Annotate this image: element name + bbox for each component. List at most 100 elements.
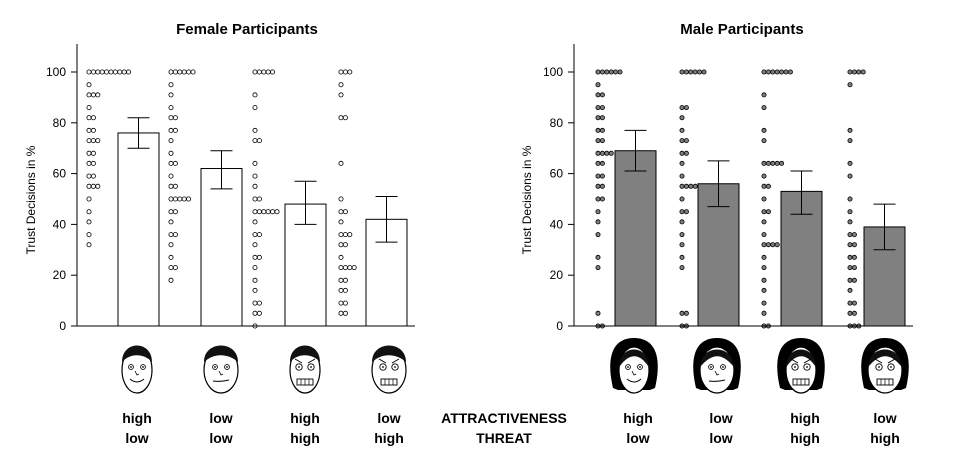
data-point [595, 82, 601, 88]
data-point [847, 254, 853, 260]
data-point [172, 265, 178, 271]
data-point [595, 310, 601, 316]
data-point [679, 196, 685, 202]
y-axis-label: Trust Decisions in % [24, 145, 38, 254]
pupil-icon [878, 366, 880, 368]
threat-level-label: high [374, 430, 404, 446]
data-point [270, 69, 276, 75]
data-point [338, 196, 344, 202]
hair-icon [290, 345, 320, 362]
data-point [86, 138, 92, 144]
data-point [688, 183, 694, 189]
y-axis-label: Trust Decisions in % [520, 145, 534, 254]
bangs-icon [700, 349, 734, 366]
y-tick-label: 100 [543, 65, 563, 79]
data-point [683, 105, 689, 111]
mouth-icon [212, 379, 230, 382]
data-point [613, 69, 619, 75]
data-point [338, 310, 344, 316]
y-tick-label: 60 [53, 167, 67, 181]
data-point [679, 150, 685, 156]
data-point [252, 69, 258, 75]
data-point [338, 160, 344, 166]
data-point [692, 183, 698, 189]
bangs-icon [619, 349, 649, 366]
pupil-icon [382, 366, 384, 368]
data-point [847, 219, 853, 225]
data-point [342, 310, 348, 316]
data-point [761, 232, 767, 238]
attractiveness-level-label: high [290, 410, 320, 426]
data-point [595, 115, 601, 121]
data-point [181, 69, 187, 75]
data-point [599, 173, 605, 179]
data-point [856, 69, 862, 75]
stimulus-face-icon [121, 345, 153, 394]
data-point [252, 219, 258, 225]
data-point [851, 310, 857, 316]
data-point [86, 82, 92, 88]
male-participants-panel: Male Participants Trust Decisions in % 0… [520, 21, 913, 446]
data-point [342, 115, 348, 121]
data-point [252, 287, 258, 293]
data-point [86, 127, 92, 133]
data-point [608, 69, 614, 75]
pupil-icon [722, 366, 724, 368]
data-point [595, 232, 601, 238]
data-point [172, 127, 178, 133]
threat-level-label: high [870, 430, 900, 446]
data-point [595, 265, 601, 271]
data-point [168, 82, 174, 88]
data-point [168, 150, 174, 156]
pupil-icon [298, 366, 300, 368]
hair-icon [372, 345, 406, 362]
data-point [595, 219, 601, 225]
data-point [774, 160, 780, 166]
data-point [342, 277, 348, 283]
data-point [342, 300, 348, 306]
y-tick-label: 100 [46, 65, 66, 79]
data-point [256, 254, 262, 260]
data-point [252, 173, 258, 179]
data-point [86, 92, 92, 98]
data-point [679, 127, 685, 133]
data-point [86, 173, 92, 179]
stimulus-face-icon [610, 338, 658, 394]
data-point [701, 69, 707, 75]
data-point [595, 92, 601, 98]
data-point [86, 219, 92, 225]
threat-row-label: THREAT [476, 430, 532, 446]
chart-title: Male Participants [680, 21, 803, 38]
attractiveness-level-label: low [709, 410, 732, 426]
y-tick-label: 80 [550, 116, 564, 130]
data-point [168, 196, 174, 202]
data-point [595, 160, 601, 166]
data-point [351, 265, 357, 271]
mean-bar [614, 150, 657, 327]
data-point [779, 69, 785, 75]
stimulus-face-icon [289, 345, 321, 394]
data-point [679, 183, 685, 189]
data-point [274, 209, 280, 215]
data-point [761, 138, 767, 144]
y-tick-label: 20 [53, 268, 67, 282]
eyebrow-icon [294, 358, 316, 364]
data-point [168, 219, 174, 225]
data-point [338, 69, 344, 75]
data-point [168, 254, 174, 260]
data-point [347, 232, 353, 238]
data-point [342, 242, 348, 248]
data-point [338, 219, 344, 225]
data-point [90, 127, 96, 133]
data-point [172, 209, 178, 215]
data-point [599, 150, 605, 156]
data-point [679, 209, 685, 215]
data-point [186, 196, 192, 202]
data-point [168, 209, 174, 215]
data-point [172, 183, 178, 189]
data-point [338, 92, 344, 98]
data-point [783, 69, 789, 75]
data-point [683, 183, 689, 189]
y-tick-label: 80 [53, 116, 67, 130]
threat-level-label: low [125, 430, 148, 446]
